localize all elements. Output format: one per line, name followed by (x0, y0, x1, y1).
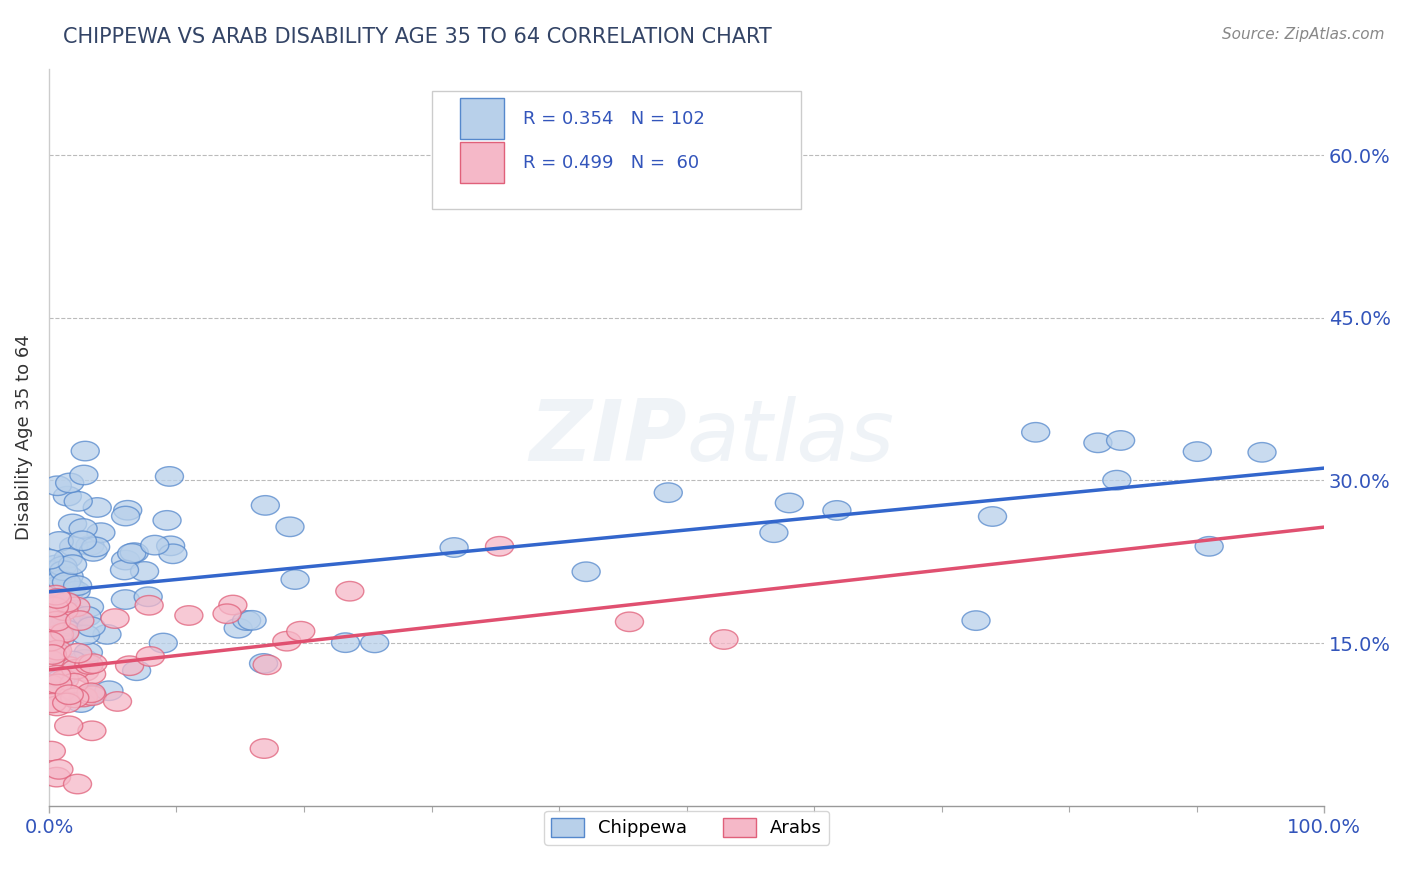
Text: R = 0.499   N =  60: R = 0.499 N = 60 (523, 154, 699, 172)
Text: CHIPPEWA VS ARAB DISABILITY AGE 35 TO 64 CORRELATION CHART: CHIPPEWA VS ARAB DISABILITY AGE 35 TO 64… (63, 27, 772, 46)
Text: R = 0.354   N = 102: R = 0.354 N = 102 (523, 110, 706, 128)
Y-axis label: Disability Age 35 to 64: Disability Age 35 to 64 (15, 334, 32, 540)
Bar (460, 98, 505, 138)
Bar (460, 142, 505, 183)
Legend: Chippewa, Arabs: Chippewa, Arabs (544, 811, 830, 845)
Text: atlas: atlas (686, 396, 894, 479)
Text: ZIP: ZIP (529, 396, 686, 479)
Text: Source: ZipAtlas.com: Source: ZipAtlas.com (1222, 27, 1385, 42)
FancyBboxPatch shape (432, 91, 801, 209)
